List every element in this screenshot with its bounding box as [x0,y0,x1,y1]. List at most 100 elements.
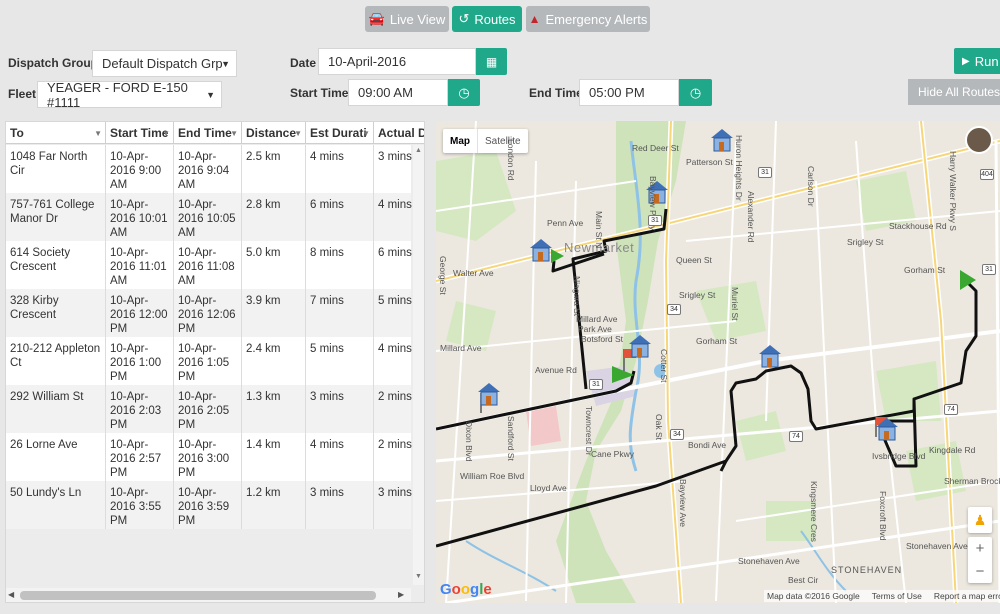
street-label: Srigley St [679,290,716,300]
table-row[interactable]: 50 Lundy's Ln 10-Apr-2016 3:55 PM 10-Apr-2… [6,481,412,529]
table-cell-distance: 1.2 km [242,481,306,529]
start-time-label: Start Time [290,86,349,100]
scroll-up-icon[interactable]: ▲ [415,147,422,154]
route-start-marker [551,249,564,263]
col-header-label: End Time [178,126,232,140]
table-row[interactable]: 26 Lorne Ave 10-Apr-2016 2:57 PM 10-Apr-20… [6,433,412,481]
chevron-down-icon: ▼ [362,128,370,138]
end-time-input[interactable]: 05:00 PM [579,79,679,106]
chevron-down-icon: ▼ [94,128,102,138]
live-view-button[interactable]: 🚘 Live View [365,6,449,32]
table-cell-actual: 3 mins [374,481,424,529]
street-label: Kingsmere Cres [809,481,819,542]
street-label: Towncrest Dr [584,406,594,456]
street-view-pegman-icon[interactable]: ♟ [968,507,992,533]
street-label: William Roe Blvd [460,471,525,481]
top-nav: 🚘 Live View ↺ Routes ▲ Emergency Alerts [0,0,1000,40]
table-row[interactable]: 328 Kirby Crescent 10-Apr-2016 12:00 PM 10… [6,289,412,337]
street-label: Cotter St [659,349,669,383]
route-start-marker [960,270,976,290]
date-input[interactable]: 10-April-2016 [318,48,476,75]
table-cell-est: 3 mins [306,481,374,529]
scroll-right-icon[interactable]: ▶ [398,590,405,599]
scroll-left-icon[interactable]: ◀ [8,590,15,599]
street-label: London Rd [506,139,516,181]
table-cell-actual: 6 mins [374,241,424,289]
street-label: Red Deer St [632,143,679,153]
date-value: 10-April-2016 [328,54,407,69]
zoom-out-button[interactable]: − [975,563,985,580]
end-time-clock-button[interactable]: ◷ [679,79,712,106]
table-cell-distance: 1.4 km [242,433,306,481]
satellite-view-button[interactable]: Satellite [477,129,528,153]
col-header-label: Start Time [110,126,169,140]
route-map[interactable]: Map Satellite Newmarket Red Deer St Patt… [436,121,1000,603]
fleet-label: Fleet [8,87,37,101]
calendar-icon: ▦ [485,54,498,69]
street-label: Kingdale Rd [929,445,976,455]
col-header-label: To [10,126,24,140]
street-label: Gorham St [696,336,738,346]
table-cell-start: 10-Apr-2016 2:03 PM [106,385,174,433]
table-row[interactable]: 210-212 Appleton Ct 10-Apr-2016 1:00 PM 10… [6,337,412,385]
street-label: Ivsbridge Blvd [872,451,926,461]
terms-of-use-link[interactable]: Terms of Use [871,591,922,601]
house-markers [478,129,898,441]
map-view-button[interactable]: Map [450,135,470,147]
routes-button[interactable]: ↺ Routes [452,6,522,32]
alerts-label: Emergency Alerts [545,11,648,27]
report-map-error-link[interactable]: Report a map error [933,591,1000,601]
street-label: Patterson St [686,157,733,167]
table-cell-end: 10-Apr-2016 11:08 AM [174,241,242,289]
dispatch-group-select[interactable]: Default Dispatch Grp ▼ [92,50,237,77]
table-cell-actual: 3 mins [374,145,424,193]
calendar-button[interactable]: ▦ [476,48,507,75]
scrollbar-thumb[interactable] [20,591,376,600]
table-row[interactable]: 292 William St 10-Apr-2016 2:03 PM 10-Apr-… [6,385,412,433]
highway-shield: 31 [648,215,662,226]
col-header-distance[interactable]: Distance ▼ [242,122,306,144]
start-time-input[interactable]: 09:00 AM [348,79,448,106]
table-cell-start: 10-Apr-2016 12:00 PM [106,289,174,337]
table-cell-to: 50 Lundy's Ln [6,481,106,529]
scroll-down-icon[interactable]: ▼ [415,573,422,580]
table-cell-end: 10-Apr-2016 3:59 PM [174,481,242,529]
col-header-actual-duration[interactable]: Actual Du [374,122,424,144]
vertical-scrollbar[interactable]: ▲ ▼ [413,145,424,585]
col-header-to[interactable]: To ▼ [6,122,106,144]
col-header-est-duration[interactable]: Est Durati ▼ [306,122,374,144]
street-label: Carlson Dr [806,166,816,207]
col-header-start-time[interactable]: Start Time ▼ [106,122,174,144]
table-cell-to: 1048 Far North Cir [6,145,106,193]
table-cell-distance: 2.8 km [242,193,306,241]
table-cell-end: 10-Apr-2016 3:00 PM [174,433,242,481]
fleet-value: YEAGER - FORD E-150 #1111 [47,79,188,110]
table-cell-to: 210-212 Appleton Ct [6,337,106,385]
highway-shield: 404 [980,169,994,180]
google-logo: Google [440,581,492,598]
driver-avatar[interactable] [965,126,993,154]
col-header-label: Est Durati [310,126,367,140]
table-row[interactable]: 614 Society Crescent 10-Apr-2016 11:01 AM… [6,241,412,289]
fleet-select[interactable]: YEAGER - FORD E-150 #1111 ▼ [37,79,222,110]
start-time-clock-button[interactable]: ◷ [448,79,480,106]
horizontal-scrollbar[interactable]: ◀ ▶ [6,588,411,602]
table-row[interactable]: 757-761 College Manor Dr 10-Apr-2016 10:0… [6,193,412,241]
col-header-end-time[interactable]: End Time ▼ [174,122,242,144]
street-label: Best Cir [788,575,819,585]
start-time-value: 09:00 AM [358,85,413,100]
table-cell-est: 8 mins [306,241,374,289]
table-cell-distance: 3.9 km [242,289,306,337]
table-cell-actual: 2 mins [374,433,424,481]
chevron-down-icon: ▼ [294,128,302,138]
table-row[interactable]: 1048 Far North Cir 10-Apr-2016 9:00 AM 10-… [6,145,412,193]
table-cell-to: 614 Society Crescent [6,241,106,289]
run-button[interactable]: ▶ Run [954,48,1000,74]
street-label: Penn Ave [547,218,584,228]
street-label: Main St N [594,211,604,249]
caret-down-icon: ▼ [221,58,230,69]
emergency-alerts-button[interactable]: ▲ Emergency Alerts [526,6,650,32]
run-label: Run [974,53,999,69]
hide-all-routes-button[interactable]: Hide All Routes [908,79,1000,105]
zoom-in-button[interactable]: + [975,540,985,557]
